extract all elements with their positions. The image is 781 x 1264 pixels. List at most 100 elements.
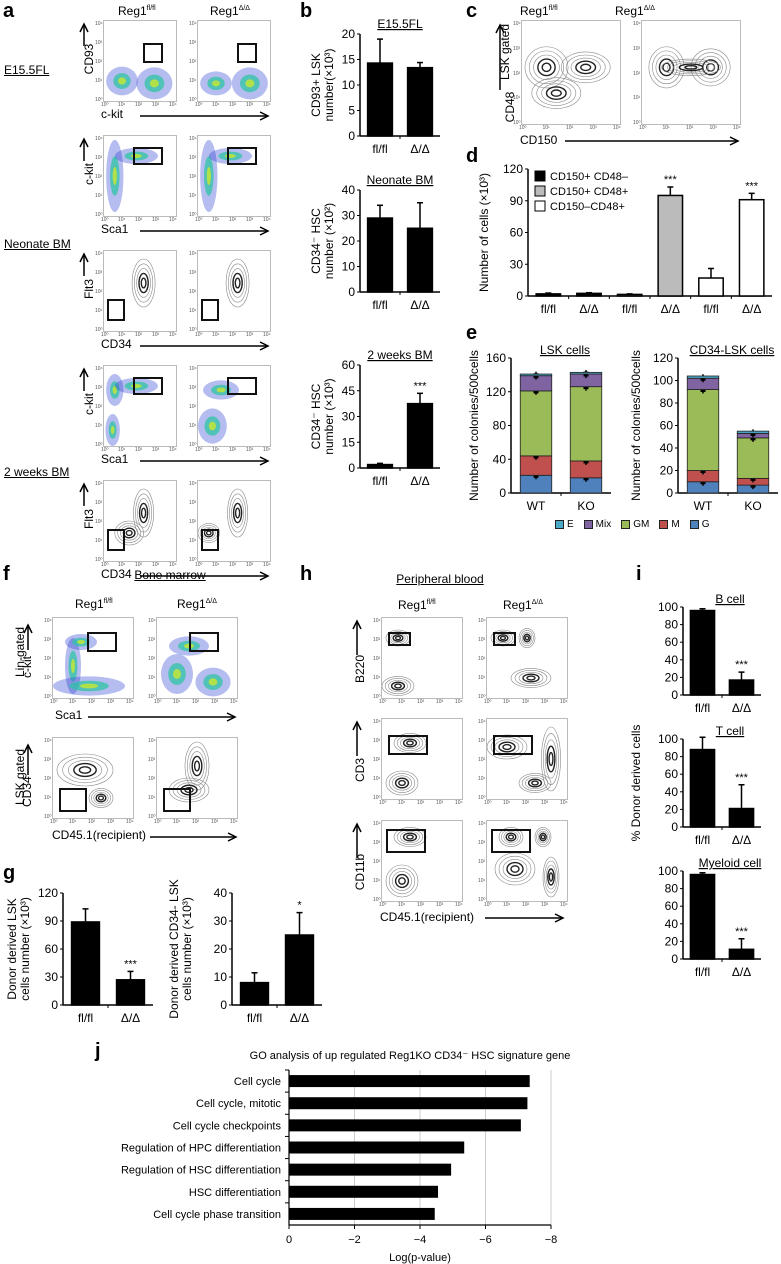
e1-errbar-marker [583, 384, 589, 390]
y-tick-label: 10³ [148, 637, 156, 643]
panel-c-plot-flfl [521, 20, 621, 125]
e-legend-label: G [701, 519, 710, 530]
e2-y-tick-label: 100 [653, 374, 673, 388]
b3-y-tick-label: 0 [348, 461, 355, 475]
gate-box [132, 377, 164, 395]
i1-significance: *** [735, 659, 749, 671]
j-bar-6 [289, 1207, 435, 1220]
e1-y-label-group: Number of colonies/500cells [467, 350, 481, 501]
e2-errbar-marker [700, 387, 706, 392]
genotype-name: Reg1 [118, 4, 147, 18]
g2-y-tick-label: 40 [214, 886, 228, 900]
x-tick-label: 10¹ [173, 699, 181, 705]
x-tick-label: 10⁰ [101, 562, 109, 568]
j-bar-2 [289, 1119, 521, 1132]
i3-y-tick-label: 100 [658, 864, 678, 878]
y-tick-label: 10⁰ [478, 897, 486, 903]
y-tick-label: 10⁴ [95, 251, 103, 257]
i2-y-tick-label: 60 [665, 767, 679, 781]
panel-h-title: Peripheral blood [396, 572, 484, 586]
i2-y-label-group: % Donor derived cells [629, 725, 643, 842]
y-tick-label: 10³ [44, 757, 52, 763]
d-bar-0 [535, 293, 562, 297]
j-x-tick-label: −8 [545, 1234, 558, 1246]
y-tick-label: 10³ [373, 738, 381, 744]
panel-h-y-arrow-head [352, 822, 362, 833]
x-tick-label: 10⁰ [195, 562, 203, 568]
e1-bar-E-WT [519, 373, 553, 377]
b2-bar-1 [406, 227, 434, 293]
e1-x-tick-label: KO [577, 499, 594, 513]
panel-a-plot-3-flfl-density [105, 374, 158, 446]
panel-f-plot-1-dd-density [161, 636, 231, 697]
b2-y-label-group: CD34⁻ HSCnumber (×10²) [309, 203, 336, 279]
i1-y-tick-label: 20 [665, 670, 679, 684]
e1-errbar-marker [583, 371, 589, 377]
e1-bar-GM-KO [569, 386, 603, 462]
g1-x-tick-label: fl/fl [78, 1011, 93, 1025]
g1-y-label-line: Donor derived LSK [5, 898, 19, 999]
panel-f-plot-2-dd-density [168, 741, 210, 803]
x-tick-label: 10¹ [212, 102, 220, 108]
gate-box [142, 43, 164, 64]
x-tick-label: 10⁰ [484, 902, 492, 908]
genotype-name: Reg1 [75, 597, 104, 611]
y-tick-label: 10⁴ [633, 21, 641, 27]
g2-y-label: Donor derived CD34- LSKcells number (×10… [167, 879, 194, 1018]
y-tick-label: 10⁴ [513, 21, 521, 27]
i2-x-tick-label: Δ/Δ [732, 833, 751, 847]
e1-y-tick-label: 40 [493, 452, 507, 466]
gate-box [106, 529, 125, 552]
y-tick-label: 10³ [44, 637, 52, 643]
x-tick-label: 10⁴ [613, 125, 621, 131]
panel-h-plot-0-flfl-density [382, 629, 415, 696]
genotype-name: Reg1 [398, 598, 427, 612]
y-tick-label: 10³ [95, 40, 103, 46]
y-tick-label: 10⁴ [95, 366, 103, 372]
y-tick-label: 10⁰ [44, 694, 52, 700]
x-tick-label: 10⁴ [560, 800, 568, 806]
panel-a-x-axis-label: Sca1 [101, 452, 129, 466]
y-tick-label: 10⁰ [95, 212, 103, 218]
g1-y-label: Donor derived LSKcells number (×10³) [5, 897, 32, 1001]
x-tick-label: 10¹ [398, 699, 406, 705]
y-tick-label: 10³ [189, 40, 197, 46]
e1-errbar-marker [533, 373, 539, 379]
g1-bar-0 [70, 921, 101, 1006]
i2-title: T cell [716, 724, 744, 738]
b1-x-tick-label: fl/fl [372, 142, 387, 156]
x-tick-label: 10⁰ [101, 102, 109, 108]
x-tick-label: 10⁰ [379, 800, 387, 806]
e-legend-item: G [689, 519, 710, 530]
i3-title: Myeloid cell [699, 856, 762, 870]
b3-y-label-group: CD34⁻ HSCnumber (×10³) [309, 378, 336, 454]
x-tick-label: 10² [229, 217, 237, 223]
x-tick-label: 10¹ [118, 332, 126, 338]
b1-y-label-group: CD93+ LSKnumber(×10³) [309, 48, 336, 121]
e1-y-tick-label: 80 [493, 419, 507, 433]
i2-x-tick-label: fl/fl [695, 833, 710, 847]
b3-significance: *** [414, 380, 428, 392]
y-tick-label: 10⁰ [373, 694, 381, 700]
e-legend-label: E [567, 519, 574, 530]
e2-errbar-marker [700, 479, 706, 485]
g1-significance: *** [124, 958, 138, 970]
panel-h-plot-1-flfl [381, 718, 463, 800]
g2-y-tick-label: 30 [214, 914, 228, 928]
i1-y-tick-label: 100 [658, 600, 678, 614]
y-tick-label: 10² [189, 174, 197, 180]
g2-significance: * [297, 900, 302, 912]
y-tick-label: 10² [95, 174, 103, 180]
x-tick-label: 10¹ [212, 217, 220, 223]
x-tick-label: 10⁴ [263, 447, 271, 453]
i1-x-tick-label: Δ/Δ [732, 701, 751, 715]
b3-bar-1 [406, 402, 434, 469]
gate-box [132, 147, 164, 165]
panel-c-x-arrow-head [729, 136, 740, 146]
g2-x-tick-label: Δ/Δ [290, 1011, 309, 1025]
x-tick-label: 10⁴ [230, 699, 238, 705]
x-tick-label: 10² [229, 102, 237, 108]
e2-bar-Mix-WT [686, 377, 720, 390]
y-tick-label: 10¹ [189, 423, 197, 429]
e2-bar-E-WT [686, 375, 720, 379]
